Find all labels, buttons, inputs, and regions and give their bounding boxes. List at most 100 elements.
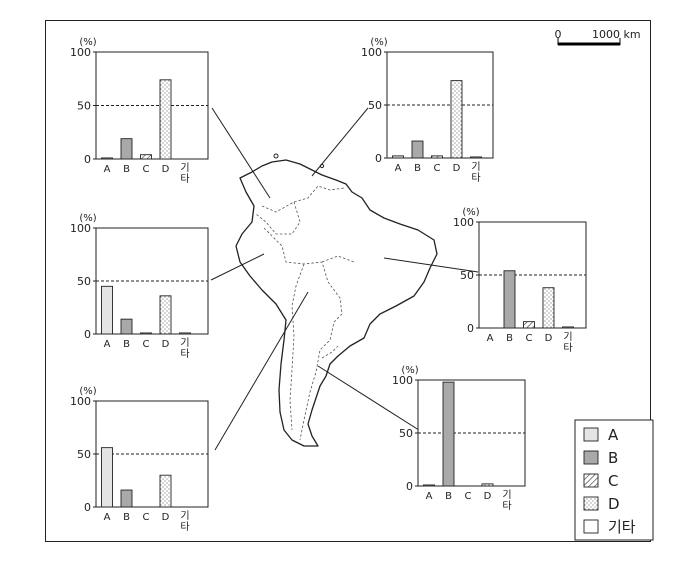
bar-a bbox=[101, 285, 113, 335]
scale-bar: 0 1000 km bbox=[555, 28, 641, 46]
category-label: C bbox=[143, 512, 150, 523]
y-tick-label: 50 bbox=[77, 448, 91, 461]
bar-d bbox=[159, 474, 172, 508]
bar-a bbox=[101, 447, 113, 508]
y-tick-label: 50 bbox=[77, 275, 91, 288]
category-label: D bbox=[484, 491, 492, 502]
legend-label-d: D bbox=[608, 495, 620, 513]
bar-chart-east: (%) 0 50 100 A B C D 기타 bbox=[453, 207, 587, 354]
leader-line-east bbox=[383, 257, 479, 273]
y-tick-label: 0 bbox=[375, 152, 382, 165]
bar-chart-south-west: (%) 0 50 100 A B C D 기타 bbox=[70, 386, 209, 533]
bar-c bbox=[523, 321, 535, 329]
leader-line-north-west bbox=[211, 107, 271, 199]
category-label: B bbox=[506, 333, 513, 344]
scale-zero-label: 0 bbox=[555, 28, 562, 41]
category-label: B bbox=[123, 339, 130, 350]
legend-label-b: B bbox=[608, 449, 618, 467]
bar-chart-west: (%) 0 50 100 A B C D 기타 bbox=[70, 213, 209, 360]
bar-a bbox=[392, 155, 404, 159]
bar-chart-north-west: (%) 0 50 100 A B C D 기타 bbox=[70, 37, 209, 185]
bar-d bbox=[159, 295, 172, 335]
category-label: C bbox=[434, 163, 441, 174]
legend-swatch-d bbox=[583, 496, 599, 511]
leader-lines bbox=[210, 107, 479, 451]
bar-other bbox=[179, 332, 191, 335]
y-tick-label: 0 bbox=[406, 480, 413, 493]
legend-label-other: 기타 bbox=[608, 518, 636, 536]
category-label: A bbox=[487, 333, 494, 344]
legend-swatch-b bbox=[583, 450, 599, 465]
category-label: C bbox=[526, 333, 533, 344]
country-borders bbox=[255, 185, 355, 441]
category-label: B bbox=[123, 512, 130, 523]
category-label: A bbox=[104, 339, 111, 350]
category-label-other-line1: 기 bbox=[180, 337, 189, 349]
category-label-other-line1: 기 bbox=[502, 489, 511, 501]
category-label: D bbox=[545, 333, 553, 344]
category-label-other-line2: 타 bbox=[180, 521, 189, 533]
legend-label-a: A bbox=[608, 426, 619, 444]
leader-line-west bbox=[210, 253, 265, 281]
bar-other bbox=[562, 326, 574, 329]
y-tick-label: 50 bbox=[460, 269, 474, 282]
y-tick-label: 100 bbox=[70, 222, 91, 235]
bar-chart-south-east: (%) 0 50 100 A B C D 기타 bbox=[392, 365, 526, 512]
category-label: B bbox=[414, 163, 421, 174]
category-label: D bbox=[162, 339, 170, 350]
category-label: B bbox=[445, 491, 452, 502]
bar-a bbox=[423, 484, 435, 487]
category-label: C bbox=[143, 339, 150, 350]
axis-unit-label: (%) bbox=[79, 37, 96, 48]
category-label: D bbox=[453, 163, 461, 174]
bar-other bbox=[470, 156, 482, 159]
bar-b bbox=[120, 318, 133, 335]
bar-a bbox=[101, 157, 113, 160]
island-marker bbox=[273, 153, 279, 159]
bar-c bbox=[431, 155, 443, 159]
category-label: B bbox=[123, 164, 130, 175]
legend-swatch-other bbox=[583, 519, 599, 534]
axis-unit-label: (%) bbox=[462, 207, 479, 218]
bar-c bbox=[140, 154, 152, 160]
category-label-other-line1: 기 bbox=[563, 331, 572, 343]
bar-b bbox=[503, 270, 516, 329]
y-tick-label: 0 bbox=[467, 322, 474, 335]
y-tick-label: 0 bbox=[84, 501, 91, 514]
y-tick-label: 100 bbox=[453, 216, 474, 229]
legend-swatch-c bbox=[583, 473, 599, 488]
bar-d bbox=[542, 287, 555, 329]
y-tick-label: 100 bbox=[392, 374, 413, 387]
y-tick-label: 50 bbox=[368, 99, 382, 112]
axis-unit-label: (%) bbox=[401, 365, 418, 376]
category-label-other-line1: 기 bbox=[180, 510, 189, 522]
category-label: A bbox=[104, 164, 111, 175]
bar-d bbox=[450, 80, 463, 159]
y-tick-label: 100 bbox=[70, 46, 91, 59]
y-tick-label: 100 bbox=[70, 395, 91, 408]
category-label-other-line1: 기 bbox=[180, 162, 189, 174]
bar-b bbox=[411, 140, 424, 159]
y-tick-label: 50 bbox=[77, 100, 91, 113]
category-label-other-line2: 타 bbox=[563, 342, 572, 354]
legend-swatch-a bbox=[583, 427, 599, 442]
scale-distance-label: 1000 bbox=[592, 28, 620, 41]
bar-d bbox=[481, 483, 494, 487]
bar-b bbox=[442, 381, 455, 487]
bar-chart-north-east: (%) 0 50 100 A B C D 기타 bbox=[361, 37, 494, 184]
leader-line-north-east bbox=[311, 107, 369, 177]
category-label: D bbox=[162, 512, 170, 523]
south-america-map bbox=[235, 153, 438, 447]
bar-c bbox=[140, 332, 152, 335]
category-label: A bbox=[395, 163, 402, 174]
axis-unit-label: (%) bbox=[79, 386, 96, 397]
category-label-other-line1: 기 bbox=[471, 161, 480, 173]
category-label: C bbox=[143, 164, 150, 175]
category-label-other-line2: 타 bbox=[180, 173, 189, 185]
scale-unit-label: km bbox=[623, 28, 640, 41]
y-tick-label: 50 bbox=[399, 427, 413, 440]
axis-unit-label: (%) bbox=[79, 213, 96, 224]
